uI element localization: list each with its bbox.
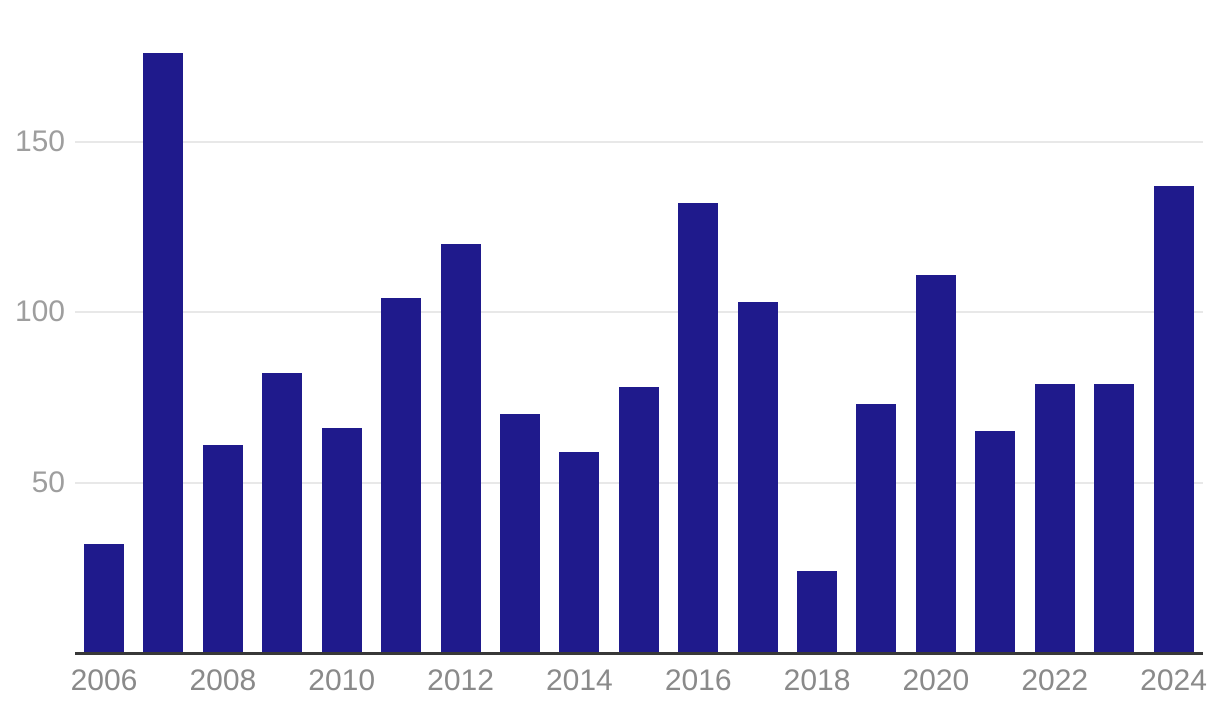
y-tick-label: 100: [14, 295, 65, 328]
gridline: [75, 311, 1203, 313]
bar: [202, 445, 243, 653]
x-tick-label: 2024: [1140, 664, 1207, 697]
gridline: [75, 140, 1203, 143]
x-tick-label: 2008: [189, 664, 257, 697]
x-tick-label: 2022: [1021, 664, 1089, 697]
bar: [559, 451, 600, 653]
x-tick-label: 2006: [70, 664, 138, 697]
x-tick-label: 2018: [783, 664, 851, 697]
bar: [797, 571, 838, 653]
bar: [856, 404, 897, 653]
bar: [440, 243, 481, 653]
x-axis-line: [75, 652, 1203, 655]
bar: [915, 274, 956, 653]
bar: [1034, 383, 1075, 653]
bar: [499, 414, 540, 653]
bar: [678, 202, 719, 653]
bar: [975, 431, 1016, 653]
plot-area: [75, 0, 1203, 653]
x-tick-label: 2014: [545, 664, 613, 697]
x-tick-label: 2010: [308, 664, 376, 697]
bar: [1094, 383, 1135, 653]
bar: [321, 427, 362, 653]
bar: [84, 543, 124, 653]
x-tick-label: 2012: [427, 664, 494, 697]
bar: [262, 373, 303, 653]
y-tick-label: 150: [14, 124, 65, 158]
x-tick-label: 2016: [664, 664, 732, 697]
bar: [737, 301, 778, 653]
bar: [1153, 185, 1194, 653]
x-tick-label: 2020: [902, 664, 970, 697]
y-tick-label: 50: [31, 465, 65, 499]
bar: [618, 387, 659, 653]
bar: [143, 52, 184, 653]
bar: [381, 298, 422, 653]
